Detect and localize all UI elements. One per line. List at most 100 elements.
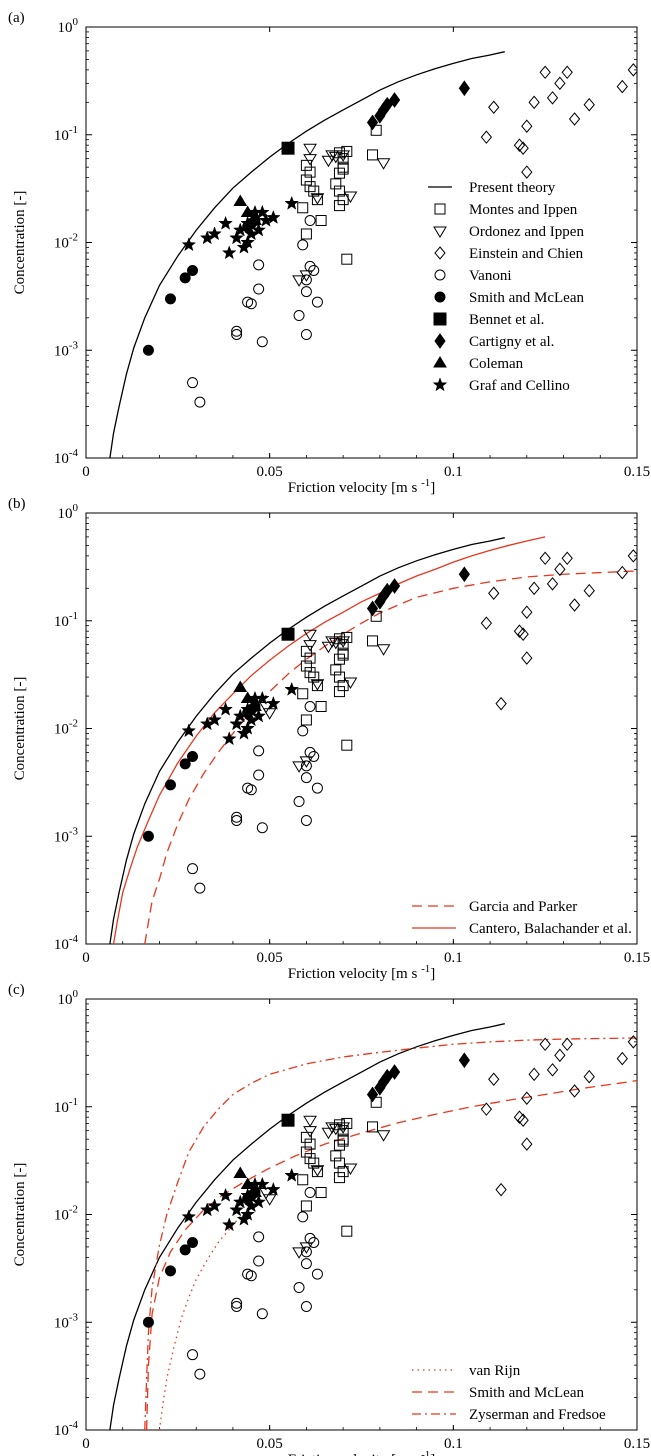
panel-b: (b) 0 0.05 0.1 0.15 10-4 10-3 10-2 10-1 100 Fricti… — [8, 496, 650, 982]
y-tick-label: 10-1 — [54, 610, 78, 630]
data-point — [187, 1236, 199, 1248]
legend-label: Einstein and Chien — [469, 246, 584, 262]
x-tick-label: 0.05 — [257, 950, 283, 966]
data-point — [254, 204, 270, 219]
y-tick-label: 10-3 — [54, 339, 79, 359]
data-point — [293, 796, 305, 808]
series-bennet-et-al — [281, 141, 295, 155]
data-point — [304, 667, 316, 679]
data-point — [495, 1182, 507, 1197]
y-tick-label: 10-2 — [54, 1204, 78, 1224]
data-point — [488, 1072, 500, 1087]
legend-label: Graf and Cellino — [469, 378, 570, 394]
data-point — [539, 1037, 551, 1052]
data-point — [310, 679, 325, 691]
data-point — [616, 565, 628, 580]
data-point — [308, 750, 320, 762]
data-point — [179, 1244, 191, 1256]
data-point — [554, 562, 566, 577]
y-tick-label: 100 — [58, 988, 79, 1008]
data-point — [194, 396, 206, 408]
data-point — [218, 215, 233, 230]
data-point — [245, 298, 257, 310]
data-point — [627, 63, 637, 77]
data-point — [561, 65, 573, 80]
data-point — [366, 1086, 379, 1103]
data-point — [233, 1166, 248, 1179]
data-point — [194, 882, 206, 894]
data-point — [315, 701, 327, 713]
data-point — [181, 723, 197, 738]
data-point — [321, 1127, 336, 1140]
data-point — [367, 149, 379, 161]
data-point — [304, 701, 316, 713]
data-point — [300, 159, 312, 171]
legend-label: Coleman — [469, 356, 524, 372]
data-point — [240, 701, 255, 716]
data-point — [231, 325, 243, 337]
legend-label: Garcia and Parker — [469, 899, 577, 915]
data-point — [240, 234, 255, 249]
y-tick-label: 10-1 — [54, 124, 78, 144]
data-point — [517, 627, 529, 641]
plot-frame — [85, 512, 638, 945]
data-point — [281, 141, 295, 155]
data-point — [142, 344, 154, 356]
data-point — [300, 174, 312, 186]
data-point — [627, 549, 637, 563]
data-point — [240, 1206, 255, 1221]
data-point — [561, 1037, 573, 1052]
data-point — [303, 629, 317, 642]
data-point — [488, 586, 500, 601]
data-point — [303, 640, 317, 652]
data-point — [521, 605, 533, 619]
data-point — [300, 329, 312, 341]
data-point — [207, 712, 222, 727]
legend-label: Bennet et al. — [469, 312, 544, 328]
data-point — [292, 761, 306, 773]
series-einstein-and-chien — [480, 63, 637, 179]
data-point — [231, 815, 243, 827]
data-point — [293, 310, 305, 322]
series-bennet-et-al — [281, 1113, 295, 1127]
legend: van Rijn Smith and McLean Zyserman and Fre… — [412, 1363, 606, 1423]
data-point — [488, 100, 500, 115]
data-point — [300, 228, 312, 240]
data-point — [300, 714, 312, 726]
data-point — [521, 119, 533, 133]
data-point — [381, 96, 393, 113]
data-point — [253, 1255, 265, 1267]
data-point — [458, 80, 470, 97]
legend-label: Smith and McLean — [469, 290, 584, 306]
markers — [142, 63, 637, 408]
data-point — [333, 686, 345, 698]
data-point — [304, 215, 316, 227]
data-point — [187, 863, 199, 875]
data-point — [343, 191, 358, 203]
data-point — [311, 782, 323, 794]
data-point — [187, 264, 199, 276]
data-point — [304, 1232, 316, 1244]
x-tick-label: 0.15 — [624, 1436, 650, 1452]
data-point — [341, 1117, 353, 1129]
data-point — [308, 1157, 320, 1169]
series-montes-and-ippen — [297, 1096, 382, 1237]
data-point — [284, 681, 300, 696]
x-tick-label: 0 — [82, 950, 90, 966]
data-point — [194, 1368, 206, 1380]
series-ordonez-and-ippen — [259, 1115, 391, 1259]
data-point — [370, 610, 382, 622]
data-point — [253, 769, 265, 781]
data-point — [281, 627, 295, 641]
data-point — [376, 158, 391, 170]
curve-present-theory — [109, 51, 505, 458]
data-point — [164, 293, 176, 305]
series-montes-and-ippen — [297, 610, 382, 751]
data-point — [528, 581, 540, 596]
curve-van-rijn — [158, 1195, 263, 1430]
data-point — [231, 1297, 243, 1309]
data-point — [245, 784, 257, 796]
data-point — [458, 1052, 470, 1069]
data-point — [231, 811, 243, 823]
data-point — [521, 651, 533, 665]
